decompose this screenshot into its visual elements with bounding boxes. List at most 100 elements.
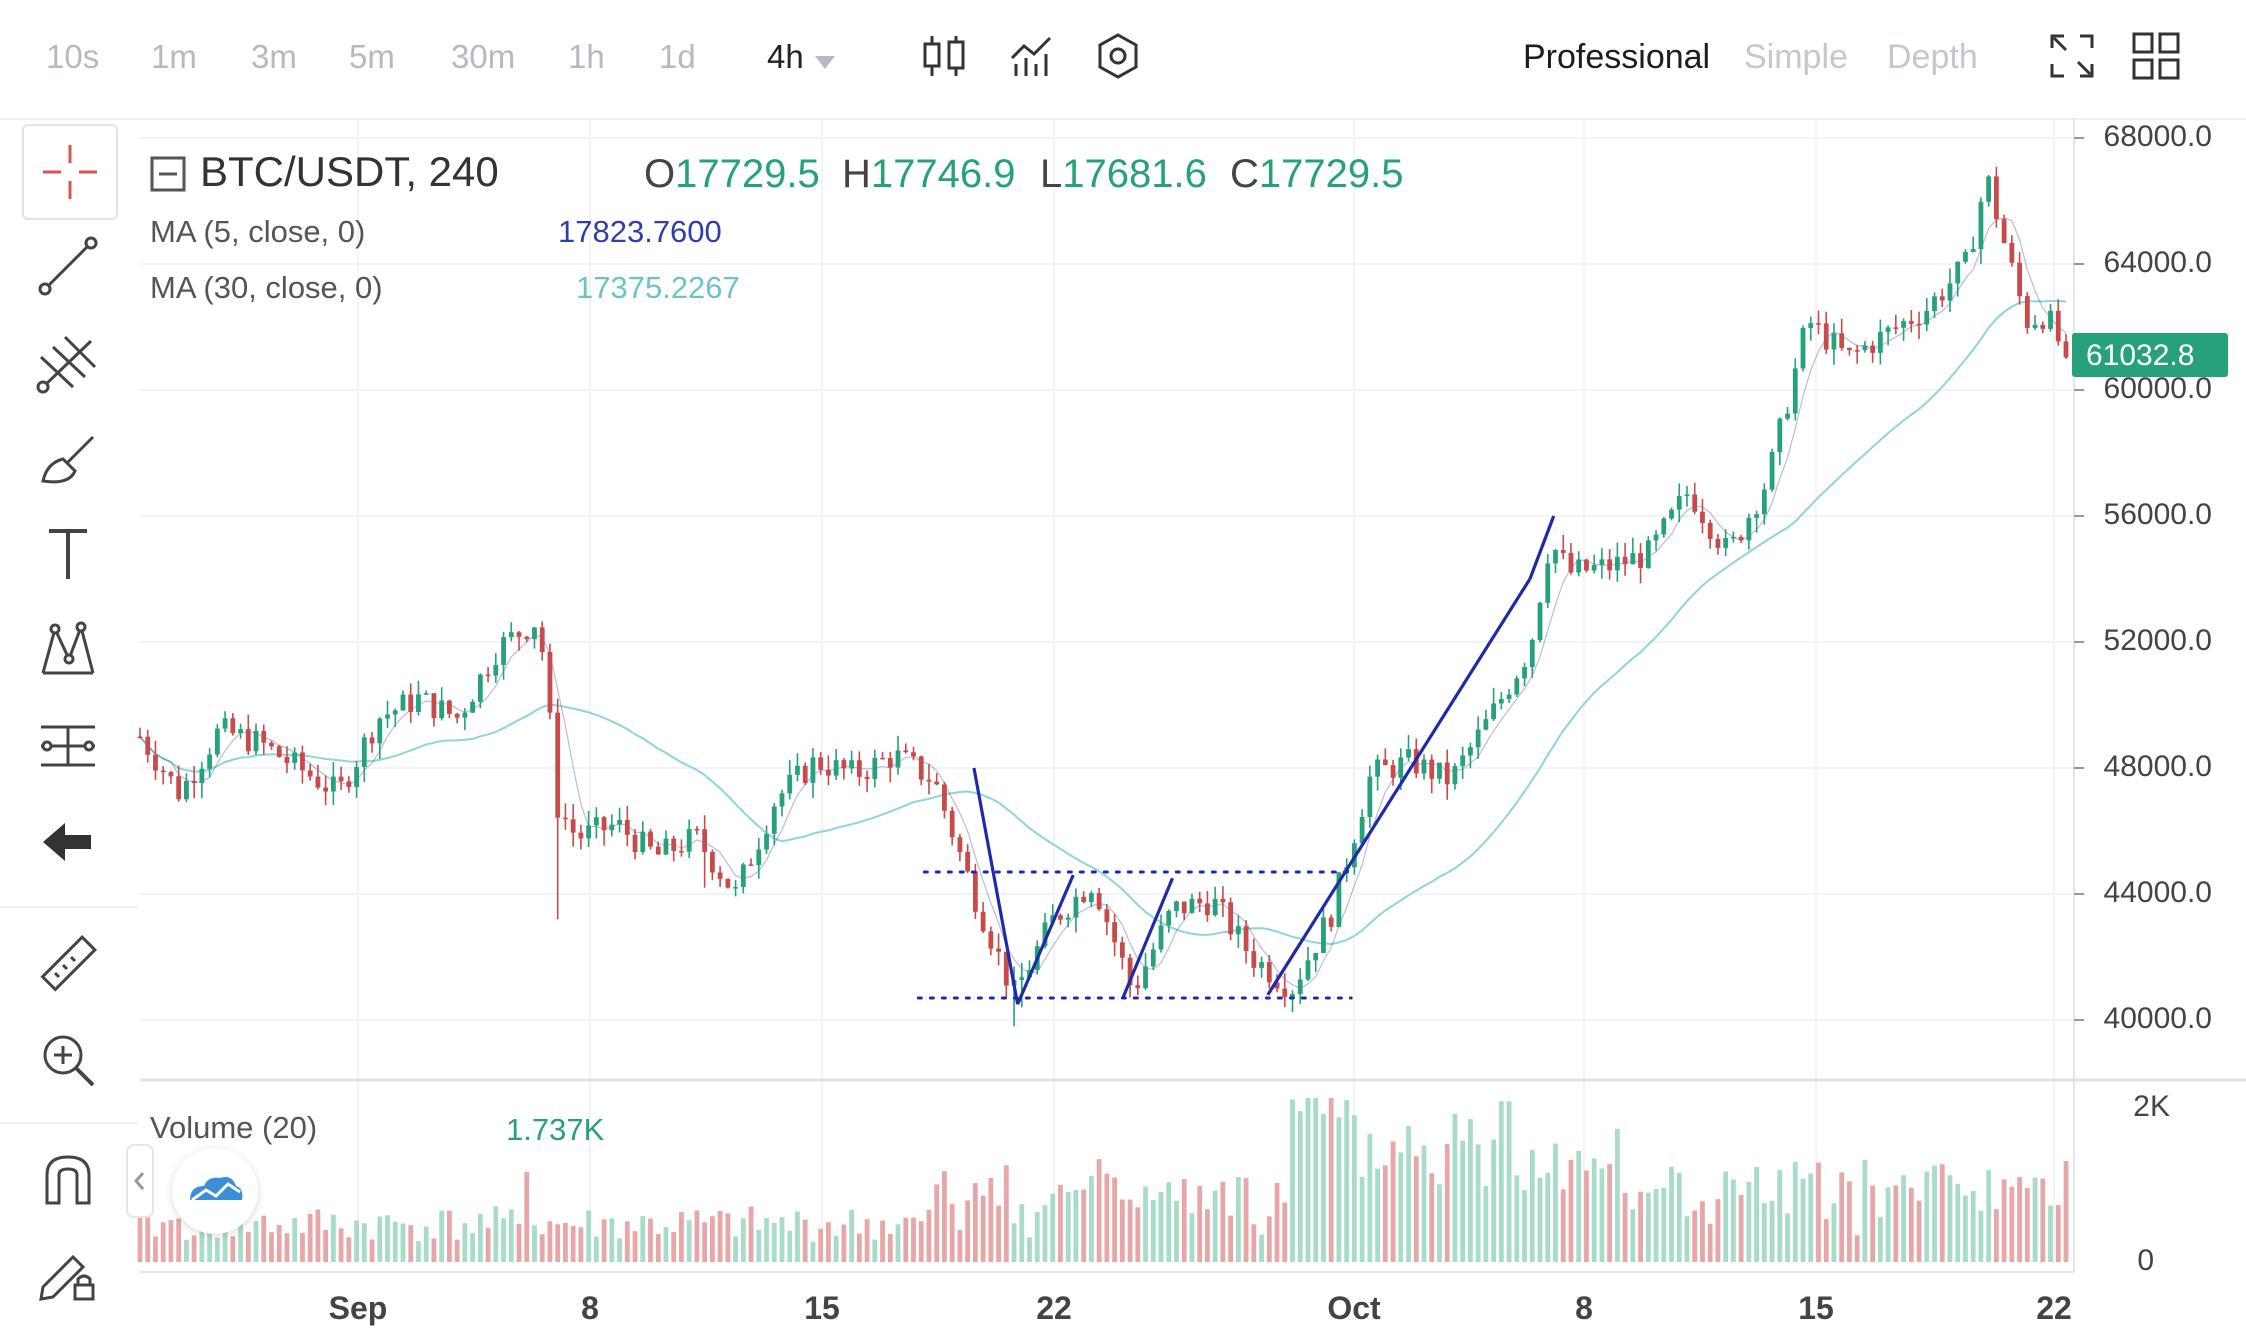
ruler-icon	[40, 935, 97, 992]
timeframe-5m[interactable]: 5m	[349, 38, 395, 75]
candle-body	[2055, 310, 2061, 342]
timeframe-10s[interactable]: 10s	[46, 38, 100, 75]
candle-body	[1228, 902, 1234, 935]
candle-body	[1166, 911, 1172, 926]
volume-bar	[1653, 1189, 1659, 1262]
candle-body	[1367, 776, 1373, 818]
candle-body	[756, 849, 762, 866]
symbol-title: BTC/USDT, 240	[200, 148, 499, 195]
price-tick-48000: 48000.0	[2103, 750, 2212, 783]
timeframe-3m[interactable]: 3m	[251, 38, 297, 75]
candle-body	[1870, 345, 1876, 353]
volume-bar	[2063, 1161, 2069, 1262]
fib-lines-tool[interactable]	[22, 316, 114, 408]
pattern-tool[interactable]	[22, 604, 114, 696]
candle-body	[1274, 982, 1280, 989]
measure-tool[interactable]	[22, 700, 114, 792]
candle-body	[377, 718, 383, 744]
volume-bar	[663, 1227, 669, 1262]
volume-bar	[346, 1237, 352, 1262]
lock-drawings-tool[interactable]	[22, 1228, 114, 1320]
timeframe-4h[interactable]: 4h	[767, 38, 804, 75]
collapse-legend-icon[interactable]	[150, 156, 186, 192]
volume-bar	[222, 1231, 228, 1262]
candle-body	[725, 878, 731, 888]
volume-bar	[230, 1236, 236, 1262]
view-professional[interactable]: Professional	[1523, 38, 1711, 76]
candle-body	[1483, 719, 1489, 730]
volume-bar	[330, 1214, 336, 1262]
trend-line-segment	[1016, 874, 1075, 1005]
text-icon	[49, 529, 87, 579]
candle-body	[632, 834, 638, 853]
chart-logo-badge[interactable]	[172, 1148, 258, 1234]
candle-body	[1854, 350, 1860, 352]
timeframe-1d[interactable]: 1d	[659, 38, 696, 75]
candle-body	[2063, 341, 2069, 358]
volume-bar	[1862, 1159, 1868, 1262]
candle-body	[1506, 694, 1512, 699]
candle-body	[145, 736, 151, 755]
view-depth[interactable]: Depth	[1887, 38, 1978, 76]
candle-body	[1336, 872, 1342, 927]
volume-bar	[555, 1224, 561, 1262]
timeframe-1m[interactable]: 1m	[151, 38, 197, 75]
candle-body	[1011, 980, 1017, 986]
volume-bar	[1692, 1210, 1698, 1262]
candle-body	[1027, 969, 1032, 978]
volume-bar	[1398, 1152, 1404, 1262]
candle-body	[346, 781, 352, 788]
fullscreen-icon[interactable]	[2046, 30, 2098, 82]
layout-grid-icon[interactable]	[2130, 30, 2182, 82]
text-tool[interactable]	[22, 508, 114, 600]
timeframe-30m[interactable]: 30m	[451, 38, 516, 75]
volume-bar	[1027, 1237, 1032, 1262]
date-tick-sep: Sep	[328, 1290, 388, 1326]
candle-body	[1421, 759, 1427, 774]
volume-bar	[1460, 1140, 1466, 1262]
candle-body	[1375, 759, 1380, 777]
high-label: H	[842, 152, 871, 196]
collapse-panel-button[interactable]	[126, 1144, 154, 1218]
candle-body	[563, 817, 568, 820]
volume-bar	[1908, 1187, 1914, 1262]
candle-body	[1073, 896, 1079, 918]
hide-toolbar-tool[interactable]	[22, 796, 114, 888]
candle-body	[609, 824, 615, 831]
zoom-in-tool[interactable]	[22, 1014, 114, 1106]
volume-bar	[972, 1183, 978, 1262]
candlestick-type-icon[interactable]	[918, 30, 970, 82]
magnet-tool[interactable]	[22, 1134, 114, 1226]
volume-bar	[1042, 1205, 1048, 1262]
volume-bar	[369, 1239, 375, 1262]
candle-body	[586, 825, 592, 839]
volume-bar	[377, 1216, 383, 1262]
axes	[140, 118, 2246, 1273]
settings-icon[interactable]	[1092, 30, 1144, 82]
crosshair-tool[interactable]	[22, 124, 118, 220]
volume-bar	[261, 1215, 267, 1262]
candle-body	[903, 750, 909, 753]
candle-body	[988, 931, 994, 949]
volume-bar	[1738, 1194, 1744, 1262]
candle-body	[493, 665, 499, 676]
candle-body	[501, 637, 506, 666]
volume-bar	[1715, 1199, 1721, 1262]
brush-tool[interactable]	[22, 412, 114, 504]
view-simple[interactable]: Simple	[1744, 38, 1848, 76]
price-tick-44000: 44000.0	[2103, 876, 2212, 909]
volume-bar	[655, 1234, 661, 1262]
current-price-value: 61032.8	[2086, 339, 2195, 372]
trend-line-tool[interactable]	[22, 220, 114, 312]
timeframe-1h[interactable]: 1h	[568, 38, 605, 75]
volume-bar	[895, 1224, 901, 1262]
indicators-icon[interactable]	[1006, 30, 1058, 82]
candle-body	[748, 864, 754, 866]
volume-bar	[485, 1227, 491, 1262]
volume-bar	[826, 1222, 831, 1262]
chevron-down-icon[interactable]	[815, 56, 835, 70]
volume-bar	[1684, 1216, 1690, 1262]
ruler-tool[interactable]	[22, 918, 114, 1010]
candle-body	[1831, 333, 1837, 350]
candle-body	[516, 632, 522, 637]
